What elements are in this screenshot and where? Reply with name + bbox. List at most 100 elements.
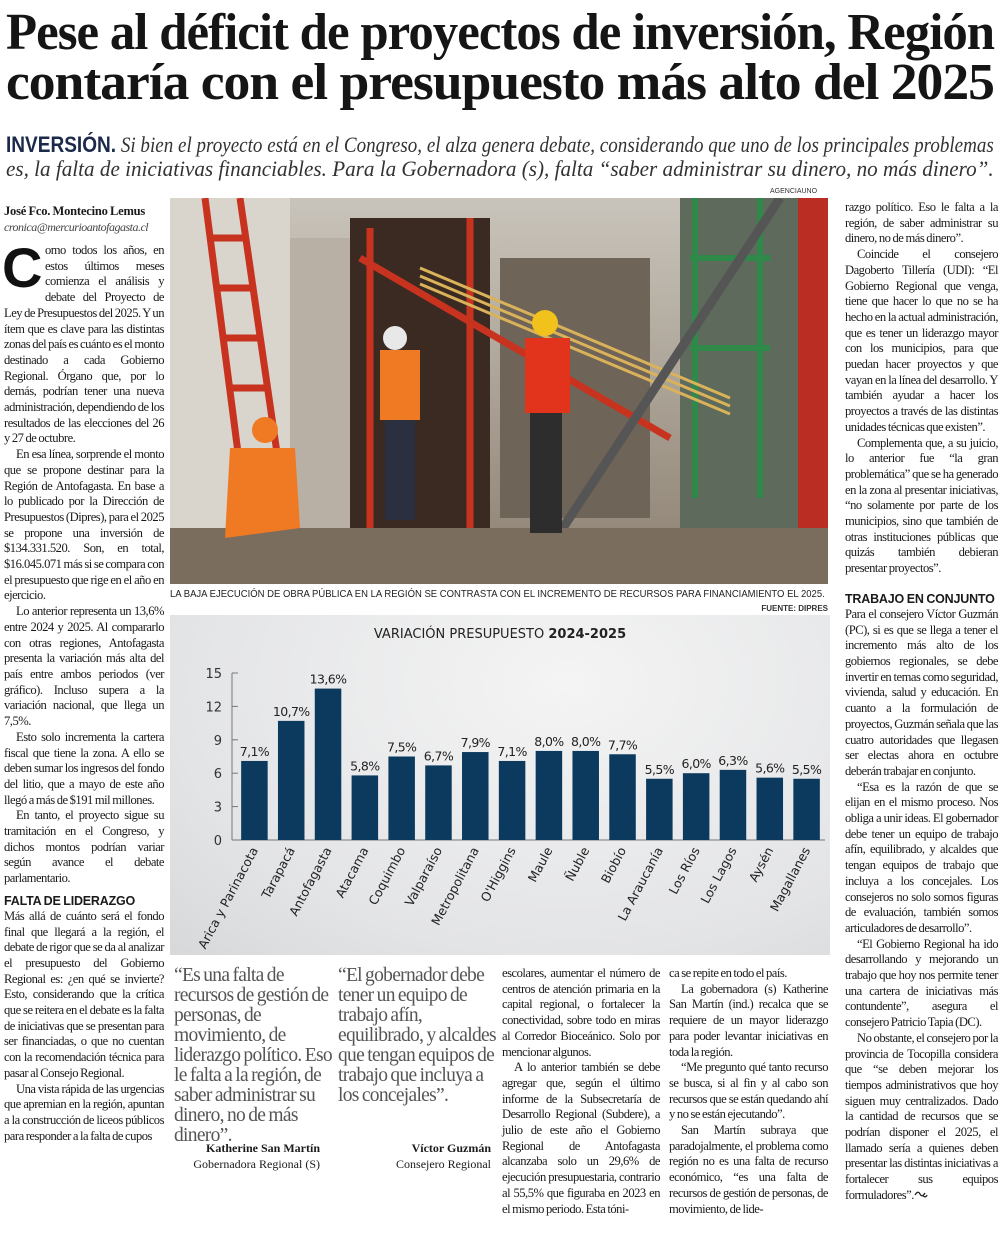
photo-credit: AGENCIAUNO (770, 188, 818, 195)
column-4: razgo político. Eso le falta a la región… (845, 200, 999, 1204)
quote-2-name: Víctor Guzmán (411, 1141, 491, 1155)
chart-title-bold: 2024-2025 (548, 627, 626, 642)
subhead-falta-de-liderazgo: FALTA DE LIDERAZGO (4, 893, 136, 908)
budget-variation-chart: VARIACIÓN PRESUPUESTO 2024-2025 0 3 6 9 12 15… (170, 615, 830, 955)
y-tick-label: 0 (214, 834, 222, 849)
paragraph: ca se repite en todo el país. (669, 966, 787, 980)
data-label: 10,7% (273, 704, 310, 719)
data-label: 7,9% (461, 735, 491, 750)
worker-2 (525, 310, 570, 533)
paragraph: Coincide el consejero Dagoberto Tillería… (845, 247, 999, 434)
paragraph: No obstante, el consejero por la provinc… (845, 1030, 999, 1204)
category-label: Arica y Parinacota (195, 844, 261, 951)
bar-6 (462, 752, 489, 840)
data-label: 7,5% (387, 740, 417, 755)
bar-1 (277, 720, 305, 840)
category-label: Los Lagos (697, 844, 739, 905)
paragraph: Lo anterior representa un 13,6% entre 20… (4, 604, 165, 729)
chart-svg: VARIACIÓN PRESUPUESTO 2024-2025 0 3 6 9 12 15… (195, 626, 825, 951)
data-label: 5,5% (645, 762, 675, 777)
category-label: Atacama (332, 844, 371, 900)
data-label: 13,6% (310, 672, 347, 687)
construction-site-image (170, 198, 828, 584)
subhead-trabajo-en-conjunto: TRABAJO EN CONJUNTO (845, 591, 995, 606)
bar-8 (535, 750, 563, 840)
data-label: 6,3% (718, 753, 748, 768)
construction-photo (170, 198, 828, 584)
headline-line-1: Pese al déficit de proyectos de inversió… (6, 4, 995, 61)
headline-line-2: contaría con el presupuesto más alto del… (6, 54, 995, 111)
paragraph: “El Gobierno Regional ha ido desarrollan… (845, 936, 999, 1030)
drop-cap: C (2, 236, 42, 299)
bar-5 (425, 765, 452, 840)
data-label: 7,7% (608, 737, 638, 752)
bar-10 (609, 754, 636, 840)
bar-14 (756, 777, 784, 840)
paragraph-text: omo todos los años, en estos últimos mes… (4, 243, 165, 446)
photo-caption: LA BAJA EJECUCIÓN DE OBRA PÚBLICA EN LA … (170, 588, 830, 600)
deck-line-1: INVERSIÓN. Si bien el proyecto está en e… (6, 133, 994, 156)
paragraph: “Me pregunto qué tanto recurso se busca,… (669, 1060, 829, 1122)
category-label: O'Higgins (477, 844, 518, 904)
data-label: 5,8% (350, 758, 380, 773)
worker-1 (380, 326, 420, 520)
chart-title: VARIACIÓN PRESUPUESTO 2024-2025 (374, 626, 626, 642)
quote-2-attribution: Víctor Guzmán Consejero Regional (338, 1140, 491, 1172)
paragraph: Esto solo incrementa la cartera fiscal q… (4, 729, 165, 807)
bar-11 (646, 778, 673, 840)
bar-3 (351, 775, 379, 840)
bar-4 (388, 756, 415, 840)
pull-quote-2: “El gobernador debe tener un equipo de t… (338, 965, 497, 1106)
byline-email: cronica@mercurioantofagasta.cl (4, 220, 149, 234)
deck-kicker: INVERSIÓN. (6, 132, 117, 157)
category-label: Biobío (598, 844, 629, 885)
paragraph: razgo político. Eso le falta a la región… (845, 200, 999, 246)
paragraph: escolares, aumentar el número de centros… (502, 966, 661, 1059)
quote-1-attribution: Katherine San Martín Gobernadora Regional… (175, 1140, 320, 1172)
bar-13 (719, 769, 747, 840)
category-label: Los Ríos (666, 844, 703, 896)
chart-title-text: VARIACIÓN PRESUPUESTO (374, 626, 544, 642)
end-of-article-mark-icon (914, 1191, 928, 1198)
deck: INVERSIÓN. Si bien el proyecto está en e… (6, 133, 994, 181)
bar-7 (498, 760, 526, 840)
data-label: 6,0% (681, 756, 711, 771)
y-tick-label: 9 (214, 734, 222, 749)
byline-author: José Fco. Montecino Lemus (4, 204, 146, 218)
column-2: escolares, aumentar el número de centros… (502, 966, 661, 1217)
bar-9 (572, 750, 599, 840)
bar-0 (241, 760, 268, 840)
photo-caption-text: LA BAJA EJECUCIÓN DE OBRA PÚBLICA EN LA … (170, 588, 825, 600)
deck-text-1: Si bien el proyecto está en el Congreso,… (116, 132, 994, 157)
data-label: 7,1% (497, 744, 527, 759)
category-label: Tarapacá (258, 844, 298, 902)
y-tick-label: 6 (214, 767, 222, 782)
data-label: 6,7% (424, 748, 454, 763)
category-label: Ñuble (562, 844, 592, 883)
quote-1-role: Gobernadora Regional (S) (193, 1157, 320, 1171)
category-label: Maule (525, 844, 556, 884)
paragraph: Para el consejero Víctor Guzmán (PC), si… (845, 606, 999, 778)
paragraph: En esa línea, sorprende el monto que se … (4, 447, 165, 603)
paragraph: La gobernadora (s) Katherine San Martín … (669, 981, 829, 1059)
column-3: ca se repite en todo el país. La goberna… (669, 966, 829, 1217)
category-label: Aysén (746, 844, 777, 884)
paragraph: “Esa es la razón de que se elijan en el … (845, 779, 999, 935)
category-label: Coquimbo (365, 844, 408, 907)
quote-1-name: Katherine San Martín (206, 1141, 320, 1155)
y-tick-label: 3 (214, 801, 222, 816)
paragraph: Complementa que, a su juicio, lo anterio… (845, 435, 999, 576)
bar-2 (314, 688, 342, 840)
paragraph-text: No obstante, el consejero por la provinc… (845, 1030, 999, 1202)
quote-2-role: Consejero Regional (396, 1157, 491, 1171)
pull-quote-1: “Es una falta de recursos de gestión de … (174, 965, 333, 1146)
bar-15 (793, 778, 820, 840)
data-label: 8,0% (571, 734, 601, 749)
paragraph: Más allá de cuánto será el fondo final q… (4, 908, 165, 1080)
chart-source: FUENTE: DIPRES (761, 604, 828, 613)
paragraph: Una vista rápida de las urgencias que ap… (4, 1081, 165, 1143)
data-label: 8,0% (534, 734, 564, 749)
paragraph: San Martín subraya que paradojalmente, e… (669, 1123, 829, 1216)
y-tick-label: 12 (205, 700, 222, 715)
